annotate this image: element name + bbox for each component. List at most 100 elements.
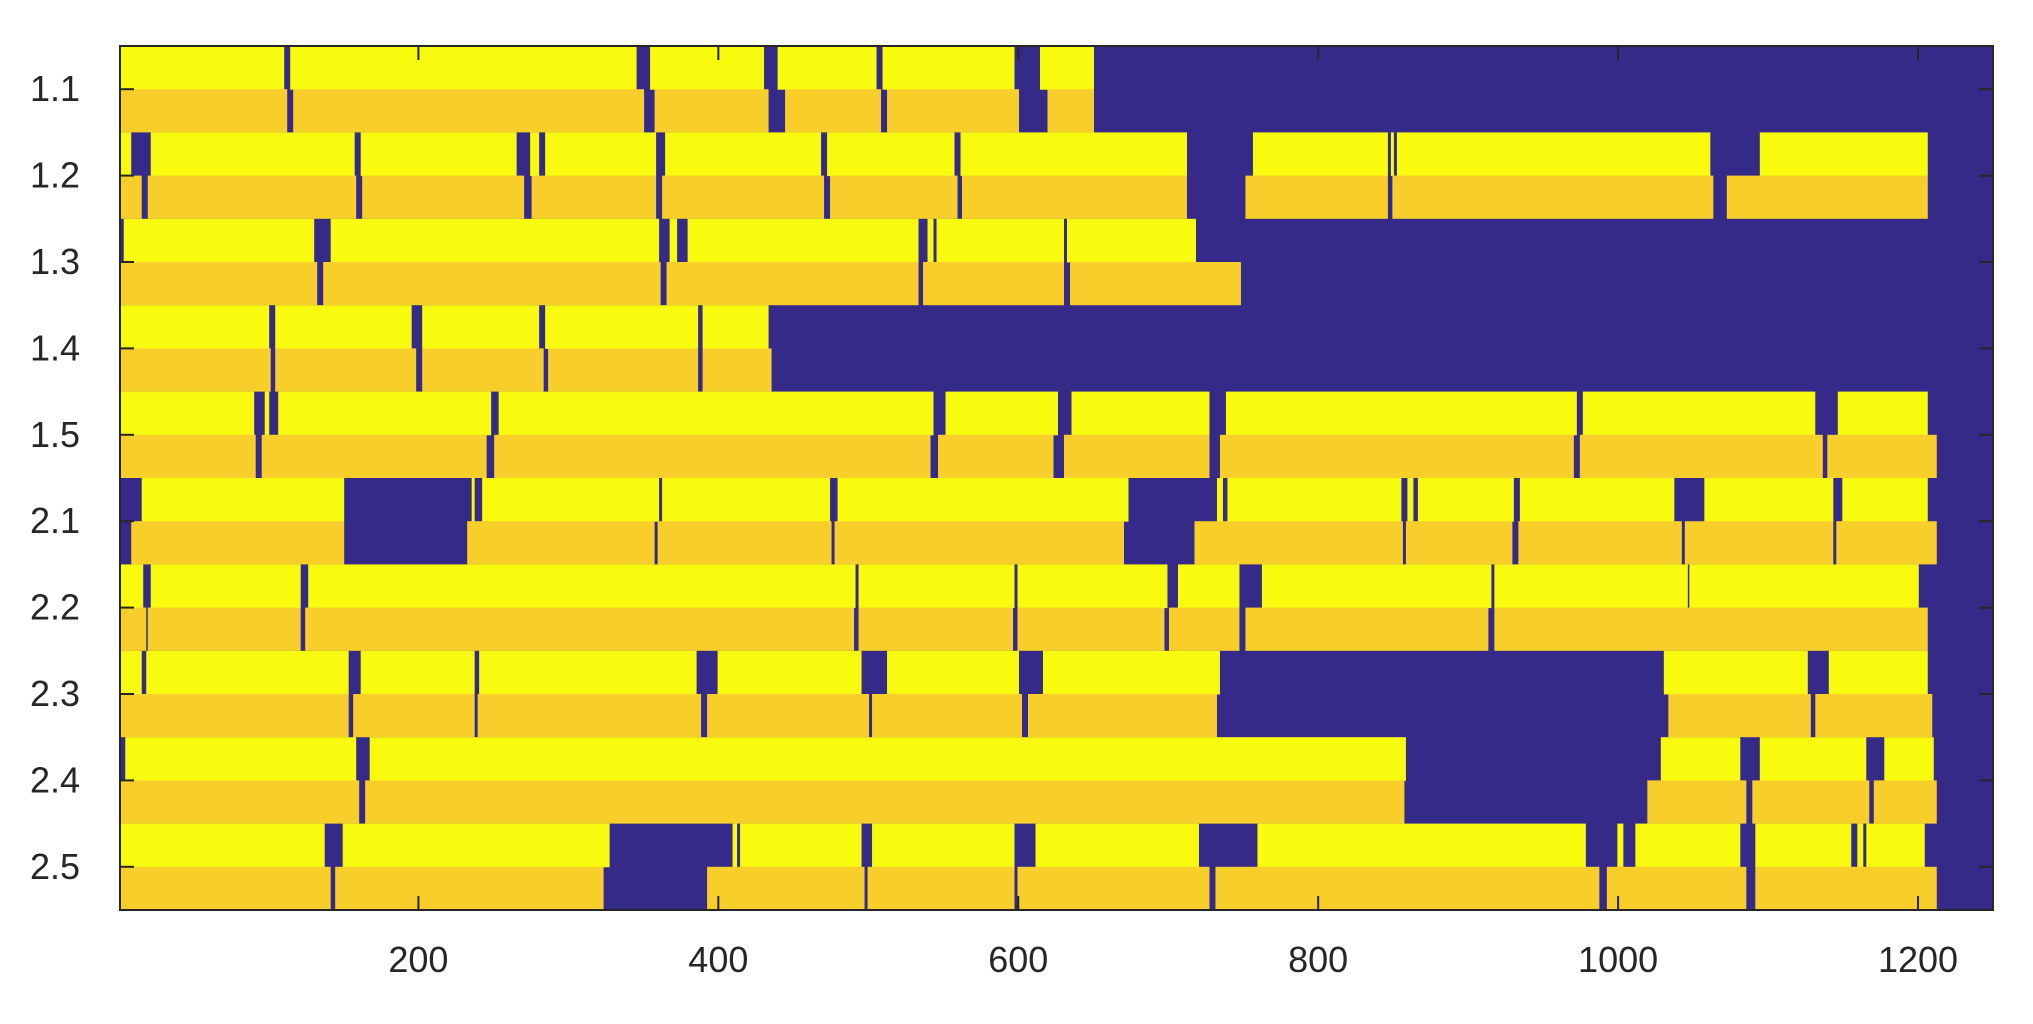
lower-segment: [305, 607, 855, 651]
lower-segment: [1836, 521, 1937, 565]
lower-segment: [1017, 866, 1210, 910]
upper-segment: [1225, 391, 1577, 436]
lower-segment: [422, 348, 544, 392]
upper-segment: [1257, 823, 1586, 868]
lower-segment: [323, 262, 661, 306]
upper-segment: [1261, 564, 1492, 609]
upper-segment: [119, 650, 142, 695]
lower-segment: [261, 434, 487, 478]
upper-segment: [482, 478, 660, 522]
lower-segment: [867, 866, 1015, 910]
y-tick-label: 1.3: [30, 241, 80, 282]
x-tick-label: 200: [388, 939, 448, 980]
lower-segment: [494, 434, 931, 478]
lower-segment: [858, 607, 1014, 651]
upper-segment: [960, 132, 1187, 177]
lower-segment: [1064, 434, 1210, 478]
upper-segment: [1660, 737, 1741, 781]
upper-segment: [119, 132, 132, 177]
upper-segment: [1635, 823, 1741, 868]
upper-segment: [1040, 46, 1094, 90]
x-tick-label: 1200: [1878, 939, 1958, 980]
lower-segment: [666, 262, 919, 306]
lower-segment: [147, 607, 301, 651]
upper-segment: [146, 650, 349, 695]
lower-segment: [1028, 694, 1217, 738]
lower-segment: [119, 89, 288, 133]
upper-segment: [717, 650, 862, 695]
lower-segment: [872, 694, 1023, 738]
y-tick-label: 1.2: [30, 155, 80, 196]
upper-segment: [1227, 478, 1402, 522]
lower-segment: [707, 694, 870, 738]
upper-segment: [369, 737, 1406, 781]
y-tick-label: 2.1: [30, 500, 80, 541]
lower-segment: [353, 694, 475, 738]
upper-segment: [1035, 823, 1199, 868]
lower-segment: [531, 175, 657, 219]
upper-segment: [1842, 478, 1928, 522]
upper-segment: [1866, 823, 1925, 868]
lower-segment: [1873, 780, 1937, 824]
lower-segment: [707, 866, 865, 910]
y-tick-label: 2.5: [30, 846, 80, 887]
y-tick-label: 2.3: [30, 673, 80, 714]
upper-segment: [1216, 478, 1223, 522]
axis-layer: 200 400 600 800 1000 1200 1.1 1.2 1.3 1.4 1.5 2.1 2.…: [30, 46, 1993, 980]
row-2.4: [119, 737, 1937, 824]
lower-segment: [1647, 780, 1747, 824]
lower-segment: [1194, 521, 1403, 565]
upper-segment: [1582, 391, 1816, 436]
upper-segment: [479, 650, 697, 695]
row-2.3: [119, 650, 1933, 738]
upper-segment: [1755, 823, 1852, 868]
upper-segment: [887, 650, 1020, 695]
lower-segment: [1726, 175, 1928, 219]
lower-segment: [119, 607, 147, 651]
lower-segment: [1215, 866, 1600, 910]
lower-segment: [1827, 434, 1937, 478]
plot-frame: [119, 45, 1994, 911]
lower-segment: [548, 348, 699, 392]
upper-segment: [650, 46, 765, 90]
upper-segment: [290, 46, 637, 90]
upper-segment: [702, 305, 769, 349]
upper-segment: [1857, 823, 1864, 868]
x-tick-label: 600: [988, 939, 1048, 980]
upper-segment: [498, 391, 934, 436]
upper-segment: [264, 391, 270, 436]
lower-segment: [1606, 866, 1747, 910]
upper-segment: [882, 46, 1015, 90]
upper-segment: [665, 132, 822, 177]
upper-segment: [150, 564, 301, 609]
upper-segment: [1417, 478, 1514, 522]
upper-segment: [740, 823, 862, 868]
upper-segment: [125, 737, 357, 781]
upper-segment: [119, 391, 255, 436]
upper-segment: [1071, 391, 1210, 436]
lower-segment: [1017, 607, 1165, 651]
y-tick-label: 2.4: [30, 759, 80, 800]
lower-segment: [365, 780, 1405, 824]
lower-segment: [654, 89, 769, 133]
lower-segment: [119, 262, 318, 306]
upper-segment: [342, 823, 610, 868]
upper-segment: [1837, 391, 1928, 436]
upper-segment: [1043, 650, 1220, 695]
x-tick-label: 400: [688, 939, 748, 980]
upper-segment: [1759, 737, 1867, 781]
row-2.1: [131, 478, 1937, 565]
lower-segment: [1752, 780, 1870, 824]
lower-segment: [131, 521, 345, 565]
upper-segment: [119, 564, 144, 609]
upper-segment: [1017, 564, 1168, 609]
upper-segment: [545, 132, 657, 177]
lower-segment: [1518, 521, 1682, 565]
lower-segment: [1668, 694, 1811, 738]
upper-segment: [669, 218, 678, 263]
upper-segment: [275, 305, 412, 349]
upper-segment: [777, 46, 877, 90]
upper-segment: [1704, 478, 1834, 522]
upper-segment: [872, 823, 1015, 868]
